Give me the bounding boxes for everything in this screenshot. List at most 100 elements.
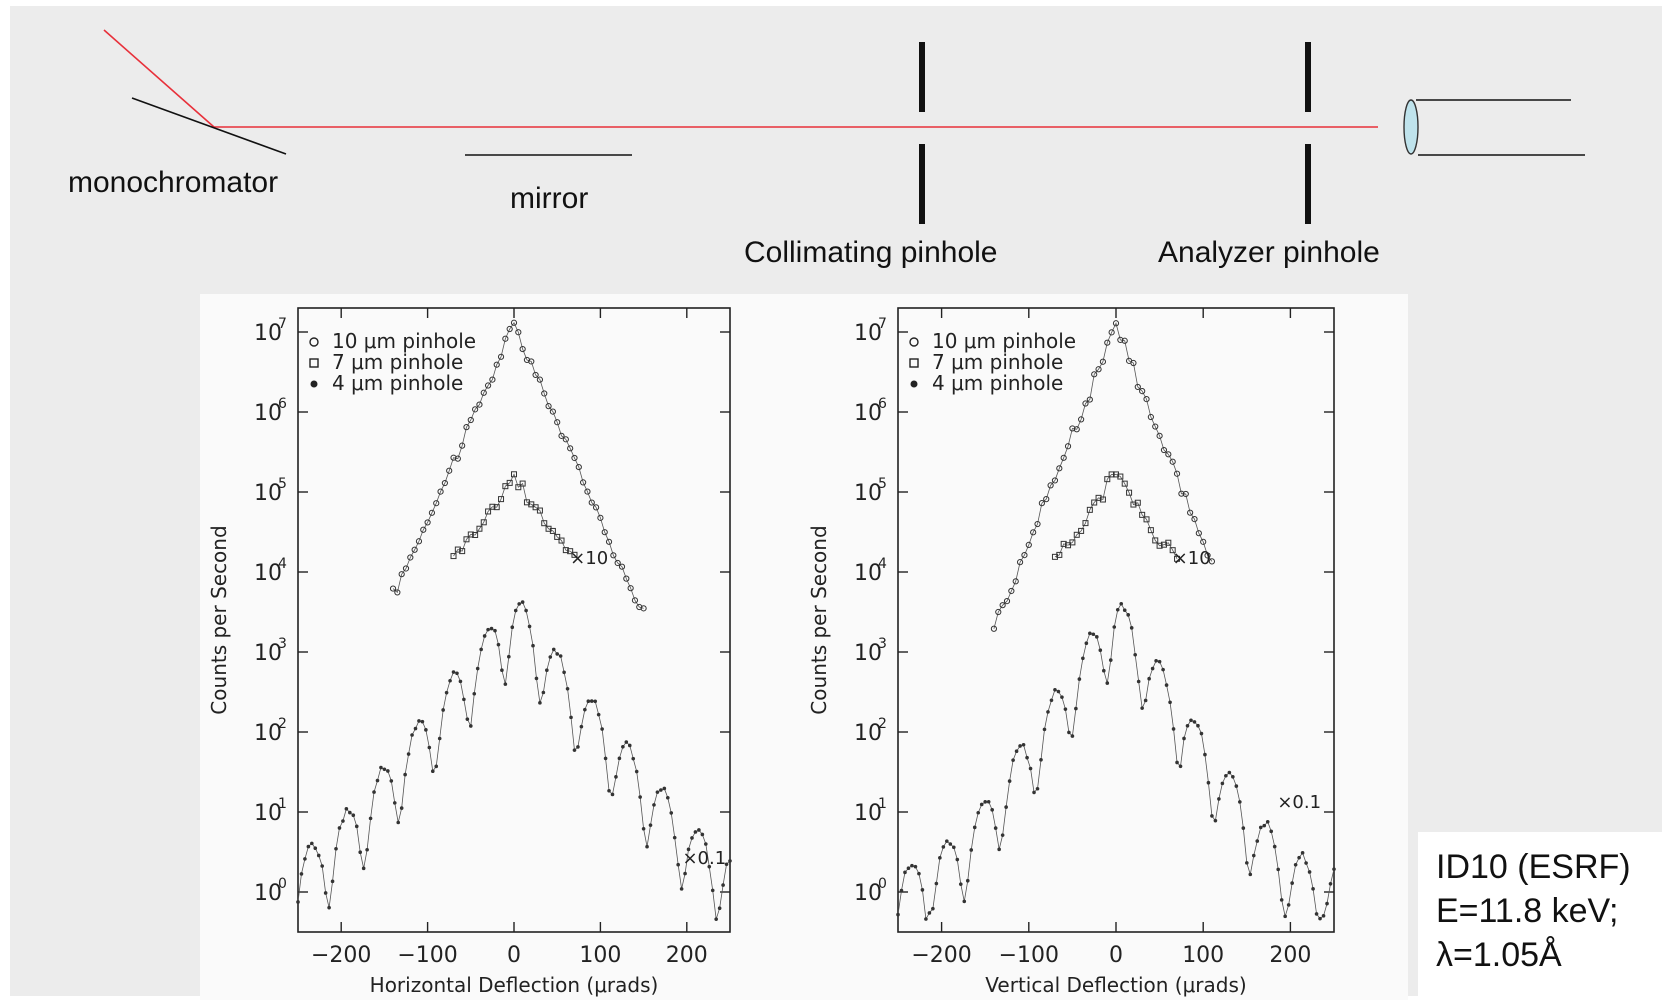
caption-wavelength: λ=1.05Å <box>1436 936 1562 974</box>
data-point <box>1108 329 1115 336</box>
y-tick-exponent: 0 <box>278 876 287 892</box>
data-point <box>1121 480 1128 487</box>
data-point <box>938 856 942 860</box>
data-point <box>634 769 639 774</box>
data-point <box>320 864 324 868</box>
data-point <box>519 480 526 487</box>
data-point <box>316 853 321 858</box>
data-point <box>631 597 639 604</box>
data-point <box>690 836 694 840</box>
data-point <box>1173 470 1181 477</box>
legend-marker-dot <box>910 380 918 388</box>
data-point <box>714 917 718 921</box>
caption-facility: ID10 (ESRF) <box>1436 848 1631 886</box>
data-point <box>1073 426 1080 433</box>
data-point <box>567 445 574 452</box>
data-point <box>640 605 647 612</box>
data-point <box>1332 867 1336 871</box>
data-point <box>1000 833 1005 837</box>
data-point <box>551 647 556 652</box>
data-point <box>1203 752 1207 757</box>
data-point <box>415 538 423 545</box>
data-point <box>463 424 470 431</box>
data-point <box>679 887 684 891</box>
y-tick-label: 10 <box>254 481 282 506</box>
data-point <box>1063 707 1068 711</box>
y-tick-exponent: 1 <box>878 796 887 812</box>
data-point <box>1191 516 1198 523</box>
data-point <box>1210 814 1214 818</box>
data-point <box>1171 727 1176 731</box>
data-point <box>662 786 667 791</box>
legend-marker-square <box>909 358 919 368</box>
data-point <box>420 719 425 724</box>
data-point <box>554 533 561 540</box>
data-point <box>1122 608 1127 613</box>
data-point <box>655 790 660 794</box>
data-point <box>1206 780 1211 785</box>
data-point <box>476 401 483 408</box>
data-point <box>424 728 428 732</box>
x-tick-label: −100 <box>397 943 457 968</box>
plot-panel <box>200 294 1408 1000</box>
data-point <box>1056 465 1063 472</box>
data-point <box>463 536 470 543</box>
data-point <box>327 905 331 910</box>
data-point <box>697 828 701 832</box>
data-point <box>652 803 656 807</box>
x-tick-label: −200 <box>311 943 371 968</box>
data-point <box>1290 881 1294 885</box>
data-point <box>1241 826 1246 830</box>
data-point <box>710 888 715 893</box>
data-point <box>1060 695 1064 699</box>
data-point <box>1098 648 1103 653</box>
data-point <box>1115 607 1120 612</box>
data-point <box>1187 509 1194 516</box>
data-point <box>1245 861 1249 865</box>
data-point <box>1133 652 1137 657</box>
data-point <box>721 883 725 887</box>
data-point <box>1178 490 1185 497</box>
y-tick-label: 10 <box>854 801 882 826</box>
data-point <box>962 899 967 904</box>
data-point <box>433 500 440 507</box>
data-point <box>1283 914 1287 919</box>
data-point <box>1034 520 1041 528</box>
data-point <box>1060 540 1067 547</box>
data-point <box>459 548 466 555</box>
data-point <box>1032 790 1036 795</box>
series-line <box>993 322 1213 629</box>
data-point <box>1101 668 1106 673</box>
data-point <box>1038 500 1045 507</box>
data-point <box>1276 867 1280 872</box>
data-point <box>1251 853 1256 858</box>
data-point <box>1067 730 1071 735</box>
data-point <box>1126 613 1131 617</box>
data-point <box>386 769 390 773</box>
data-point <box>1160 446 1168 454</box>
y-tick-exponent: 6 <box>278 396 287 412</box>
data-point <box>576 745 580 749</box>
data-point <box>451 670 456 674</box>
data-point <box>545 668 549 672</box>
y-tick-exponent: 2 <box>278 716 287 732</box>
data-point <box>1286 903 1291 907</box>
y-tick-label: 10 <box>854 401 882 426</box>
collimating-pinhole-label: Collimating pinhole <box>744 236 998 269</box>
data-point <box>631 756 636 761</box>
data-point <box>1021 552 1028 559</box>
data-point <box>498 496 505 503</box>
y-tick-label: 10 <box>254 561 282 586</box>
data-point <box>1134 499 1141 506</box>
data-point <box>1143 396 1150 403</box>
data-point <box>417 719 421 723</box>
data-point <box>444 690 449 695</box>
data-point <box>983 800 987 804</box>
y-tick-label: 10 <box>854 561 882 586</box>
data-point <box>627 585 634 592</box>
x-tick-label: 0 <box>507 943 521 968</box>
data-point <box>1056 551 1063 558</box>
annotation-x0-1: ×0.1 <box>1277 792 1321 813</box>
data-point <box>993 826 998 830</box>
